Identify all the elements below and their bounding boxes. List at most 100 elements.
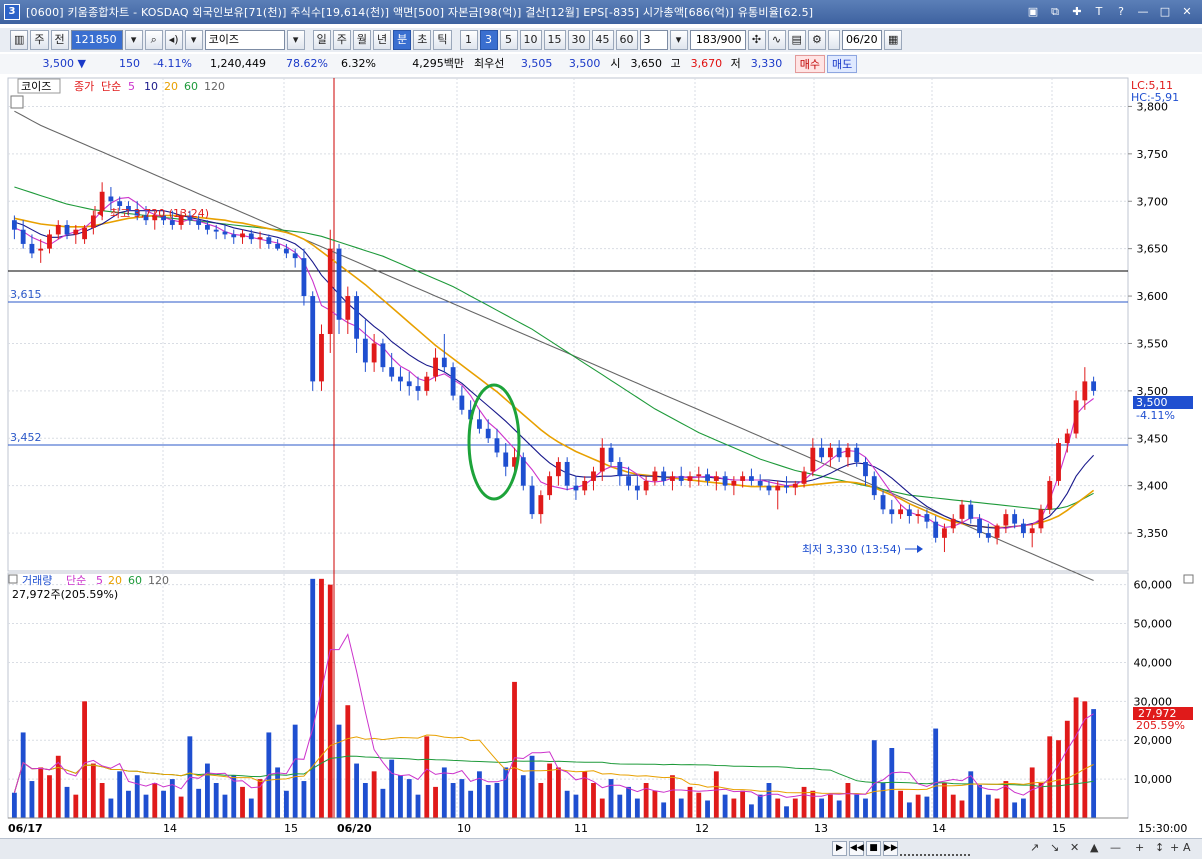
pin-icon[interactable]: ✚ [1072, 5, 1082, 18]
candle-body [626, 476, 631, 486]
legend-ma120[interactable]: 120 [204, 80, 225, 93]
volume-current-tag: 27,972 [1138, 707, 1177, 720]
volume-bar [1029, 767, 1035, 818]
add-icon[interactable]: + [1170, 841, 1180, 854]
volume-bar [942, 783, 947, 818]
candle-body [415, 386, 421, 391]
period-year-button[interactable]: 년 [373, 30, 392, 50]
restore-window-icon[interactable]: ⧉ [1051, 5, 1059, 18]
scroll-back-icon[interactable]: ◀◀ [849, 841, 864, 856]
close-icon[interactable]: ✕ [1182, 5, 1192, 18]
legend-ma20[interactable]: 20 [164, 80, 178, 93]
volume-collapse-icon[interactable] [1183, 574, 1194, 584]
volume-bar [854, 794, 860, 818]
legend-ma60[interactable]: 60 [184, 80, 198, 93]
volume-bar [1021, 798, 1026, 818]
text-icon[interactable]: T [1095, 5, 1103, 18]
candle-body [1073, 400, 1079, 434]
cross-tool-icon[interactable]: ✕ [1070, 841, 1080, 854]
status-bar: ▶ ◀◀ ■ ▶▶ ↗ ↘ ✕ ▲ — + ↕ + A [0, 838, 1202, 859]
candle-body [564, 461, 570, 486]
maximize-icon[interactable]: □ [1159, 5, 1171, 18]
period-day-button[interactable]: 일 [312, 30, 331, 50]
prev-button[interactable]: 전 [50, 30, 69, 50]
scroll-right-icon[interactable]: ▶ [832, 841, 847, 856]
interval-1-button[interactable]: 1 [459, 30, 478, 50]
interval-3-button[interactable]: 3 [479, 30, 498, 50]
candle-body [933, 521, 939, 538]
interval-input[interactable]: 3 [639, 30, 668, 50]
legend-volume-ma20[interactable]: 20 [108, 574, 122, 587]
legend-stock-name[interactable]: 코이즈 [21, 80, 51, 93]
volume-bar [29, 781, 35, 818]
legend-ma5[interactable]: 5 [128, 80, 135, 93]
volume-panel-icon[interactable] [8, 574, 18, 584]
interval-5-button[interactable]: 5 [499, 30, 518, 50]
interval-30-button[interactable]: 30 [567, 30, 590, 50]
highlight-circle[interactable] [467, 383, 521, 501]
legend-close[interactable]: 종가 [74, 80, 94, 93]
period-month-button[interactable]: 월 [352, 30, 372, 50]
code-dropdown-icon[interactable]: ▾ [124, 30, 143, 50]
stock-code-input[interactable]: 121850 [70, 30, 123, 50]
volume-bar [126, 790, 131, 818]
candle-body [573, 485, 579, 491]
minimize-icon[interactable]: — [1137, 5, 1149, 18]
indicator-icon[interactable]: ∿ [767, 30, 786, 50]
layout-icon[interactable]: ▣ [1027, 5, 1039, 18]
help-icon[interactable]: ? [1118, 5, 1124, 18]
period-minute-button[interactable]: 분 [393, 30, 412, 50]
legend-ma10[interactable]: 10 [144, 80, 158, 93]
legend-volume-ma120[interactable]: 120 [148, 574, 169, 587]
search-icon[interactable]: ⌕ [144, 30, 163, 50]
legend-volume-simple[interactable]: 단순 [66, 574, 86, 587]
interval-45-button[interactable]: 45 [591, 30, 614, 50]
settings-gear-icon[interactable]: ⚙ [807, 30, 826, 50]
menu-icon[interactable]: ▥ [10, 30, 29, 50]
arrow-tool-icon[interactable]: ↗ [1030, 841, 1040, 854]
candle-body [389, 367, 395, 377]
table-toggle-icon[interactable] [10, 95, 24, 109]
line-tool-icon[interactable]: ↘ [1050, 841, 1060, 854]
stock-chart[interactable]: 코이즈 종가 단순 5 10 20 60 120 LC:5,11 HC:-5,9… [0, 76, 1202, 836]
play-icon[interactable]: ▶▶ [883, 841, 898, 856]
interval-15-button[interactable]: 15 [543, 30, 566, 50]
drawing-tools-icon[interactable]: ✣ [747, 30, 766, 50]
stop-icon[interactable]: ■ [866, 841, 881, 856]
period-week-button[interactable]: 주 [332, 30, 351, 50]
legend-simple[interactable]: 단순 [101, 80, 121, 93]
volume-bar [485, 784, 491, 818]
sound-icon[interactable]: ◂) [164, 30, 183, 50]
date-checkbox[interactable] [827, 30, 840, 50]
volume-grid [8, 584, 1128, 780]
chart-type-icon[interactable]: ▲ [1090, 841, 1099, 854]
count-field[interactable]: 183/900 [689, 30, 746, 50]
save-icon[interactable]: ▤ [787, 30, 806, 50]
interval-dropdown-icon[interactable]: ▾ [669, 30, 688, 50]
zoom-out-icon[interactable]: — [1110, 841, 1121, 854]
stock-name-field[interactable]: 코이즈 [204, 30, 285, 50]
zoom-in-icon[interactable]: + [1135, 841, 1145, 854]
period-type-select[interactable]: 주 [30, 30, 49, 50]
calendar-icon[interactable]: ▦ [883, 30, 903, 50]
group-dropdown-icon[interactable]: ▾ [184, 30, 203, 50]
low-price: 3,330 [750, 57, 783, 70]
interval-60-button[interactable]: 60 [615, 30, 638, 50]
buy-button[interactable]: 매수 [794, 55, 825, 73]
period-tick-button[interactable]: 틱 [433, 30, 452, 50]
sell-button[interactable]: 매도 [827, 55, 858, 73]
candle-body [29, 243, 35, 254]
legend-volume-ma5[interactable]: 5 [96, 574, 103, 587]
volume-tick-label: 20,000 [1134, 734, 1173, 747]
legend-volume[interactable]: 거래량 [22, 574, 52, 587]
scale-icon[interactable]: ↕ [1155, 841, 1165, 854]
name-dropdown-icon[interactable]: ▾ [286, 30, 305, 50]
quote-bar: 3,500 ▼ 150 -4.11% 1,240,449 78.62% 6.32… [0, 54, 1202, 74]
date-input[interactable]: 06/20 [841, 30, 882, 50]
period-second-button[interactable]: 초 [413, 30, 432, 50]
zoom-slider[interactable] [900, 841, 970, 856]
legend-volume-ma60[interactable]: 60 [128, 574, 142, 587]
interval-10-button[interactable]: 10 [519, 30, 542, 50]
font-icon[interactable]: A [1183, 841, 1191, 854]
moving-average-lines [14, 110, 1095, 582]
